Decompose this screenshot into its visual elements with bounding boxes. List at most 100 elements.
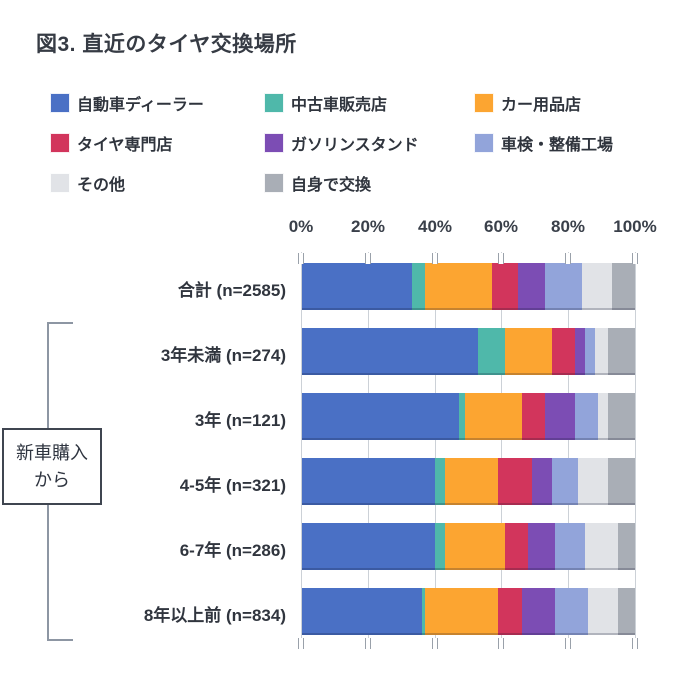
bar-segment: [608, 458, 635, 505]
category-label: 4-5年 (n=321): [179, 475, 286, 495]
bar-segment: [425, 588, 499, 635]
bar-segment: [505, 328, 552, 375]
bar-segment: [545, 263, 582, 310]
bar-segment: [505, 523, 529, 570]
legend-item-label: 自動車ディーラー: [77, 97, 204, 114]
category-label: 8年以上前 (n=834): [143, 605, 286, 625]
category-label: 6-7年 (n=286): [179, 540, 286, 560]
bar-segment: [608, 328, 635, 375]
legend-item: 自身で交換: [264, 172, 371, 194]
bar-segment: [555, 588, 589, 635]
axis-tick-bottom: [498, 638, 504, 649]
gridline: [368, 252, 369, 649]
bar-segment: [498, 458, 532, 505]
bar-row: [302, 263, 635, 310]
bar-segment: [545, 393, 576, 440]
bar-segment: [445, 523, 506, 570]
x-axis-tick-label: 80%: [550, 217, 586, 236]
gridline: [435, 252, 436, 649]
bar-segment: [575, 393, 599, 440]
bar-segment: [521, 588, 556, 635]
legend-item-label: タイヤ専門店: [77, 137, 173, 154]
axis-tick-top: [565, 253, 571, 264]
axis-tick-top: [498, 253, 504, 264]
category-label: 3年未満 (n=274): [160, 345, 286, 365]
bar-segment: [551, 458, 579, 505]
axis-tick-top: [632, 253, 638, 264]
bar-segment: [608, 393, 635, 440]
legend-swatch: [474, 93, 494, 113]
legend-item-label: 車検・整備工場: [501, 137, 614, 154]
bar-segment: [302, 523, 436, 570]
bar-segment: [518, 263, 546, 310]
legend-item: 自動車ディーラー: [50, 92, 204, 114]
gridline: [635, 252, 636, 649]
bar-segment: [491, 263, 519, 310]
bar-segment: [551, 328, 576, 375]
axis-tick-top: [365, 253, 371, 264]
bar-segment: [302, 458, 436, 505]
axis-tick-bottom: [565, 638, 571, 649]
bar-segment: [521, 393, 546, 440]
group-label-box: 新車購入 から: [2, 428, 102, 505]
bar-segment: [302, 328, 479, 375]
bar-segment: [585, 328, 595, 375]
bar-row: [302, 523, 635, 570]
bar-row: [302, 458, 635, 505]
bar-segment: [421, 588, 426, 635]
legend-item-label: 中古車販売店: [291, 97, 388, 114]
legend-swatch: [50, 93, 70, 113]
bar-segment: [618, 588, 635, 635]
axis-tick-bottom: [298, 638, 304, 649]
group-label-line2: から: [34, 469, 70, 490]
axis-tick-bottom: [632, 638, 638, 649]
x-axis-tick-label: 0%: [288, 217, 314, 236]
gridline: [501, 252, 502, 649]
x-axis-tick-label: 100%: [613, 217, 657, 236]
bar-segment: [435, 458, 446, 505]
bar-segment: [618, 523, 635, 570]
bar-row: [302, 328, 635, 375]
legend-swatch: [264, 133, 284, 153]
bar-segment: [302, 393, 459, 440]
bar-segment: [575, 328, 585, 375]
bar-segment: [581, 263, 612, 310]
axis-tick-bottom: [365, 638, 371, 649]
legend-swatch: [50, 173, 70, 193]
legend-item-label: ガソリンスタンド: [291, 137, 419, 154]
bar-segment: [498, 588, 522, 635]
bar-segment: [302, 588, 422, 635]
bar-segment: [425, 263, 492, 310]
gridline: [568, 252, 569, 649]
bar-segment: [478, 328, 506, 375]
bar-segment: [411, 263, 426, 310]
legend-swatch: [264, 93, 284, 113]
bar-segment: [594, 328, 609, 375]
x-axis-tick-label: 20%: [350, 217, 386, 236]
axis-tick-bottom: [432, 638, 438, 649]
bar-segment: [531, 458, 552, 505]
group-label-line1: 新車購入: [16, 443, 88, 464]
bar-segment: [435, 523, 446, 570]
legend-item: カー用品店: [474, 92, 581, 114]
chart-title: 図3. 直近のタイヤ交換場所: [36, 33, 297, 56]
legend-swatch: [50, 133, 70, 153]
legend-item: 中古車販売店: [264, 92, 387, 114]
bar-segment: [555, 523, 585, 570]
gridline: [301, 252, 302, 649]
bar-segment: [585, 523, 619, 570]
bar-row: [302, 588, 635, 635]
legend-item-label: その他: [77, 177, 126, 194]
legend-item-label: カー用品店: [501, 97, 582, 114]
bar-segment: [302, 263, 412, 310]
bar-row: [302, 393, 635, 440]
bar-segment: [611, 263, 635, 310]
legend-swatch: [264, 173, 284, 193]
bar-segment: [598, 393, 609, 440]
x-axis-tick-label: 40%: [417, 217, 453, 236]
x-axis-tick-label: 60%: [483, 217, 519, 236]
legend-item-label: 自身で交換: [291, 177, 372, 194]
axis-tick-top: [432, 253, 438, 264]
bar-segment: [445, 458, 499, 505]
legend-item: ガソリンスタンド: [264, 132, 419, 154]
